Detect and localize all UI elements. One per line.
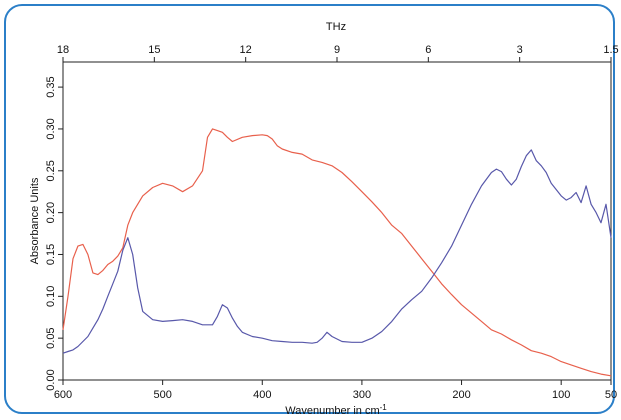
- top-tick-label: 12: [240, 44, 252, 56]
- y-tick-label: 0.35: [45, 76, 57, 97]
- x-tick-label: 600: [54, 389, 72, 401]
- y-tick-label: 0.10: [45, 286, 57, 307]
- x-tick-label: 400: [253, 389, 271, 401]
- x-tick-label: 50: [605, 389, 617, 401]
- top-tick-label: 15: [148, 44, 160, 56]
- top-tick-label: 6: [425, 44, 431, 56]
- bottom-axis: 600 500 400 300 200 100 50: [54, 380, 617, 401]
- x-tick-label: 200: [452, 389, 470, 401]
- y-tick-label: 0.00: [45, 369, 57, 390]
- top-axis: 18 15 12 9 6 3 1.5: [57, 44, 619, 62]
- top-axis-title: THz: [326, 21, 346, 33]
- series-line-2: [62, 149, 612, 354]
- top-tick-label: 3: [517, 44, 523, 56]
- series-line-1: [62, 128, 612, 377]
- y-tick-label: 0.20: [45, 202, 57, 223]
- y-tick-label: 0.25: [45, 160, 57, 181]
- top-tick-label: 18: [57, 44, 69, 56]
- x-tick-label: 300: [353, 389, 371, 401]
- y-tick-label: 0.30: [45, 118, 57, 139]
- top-tick-label: 9: [334, 44, 340, 56]
- series-layer: [62, 128, 612, 377]
- chart-frame: [4, 4, 615, 414]
- x-axis-title: Wavenumber in cm-1: [285, 403, 387, 417]
- x-axis-title-superscript: -1: [380, 403, 388, 412]
- plot-area: [62, 61, 612, 381]
- x-tick-label: 100: [552, 389, 570, 401]
- x-axis-title-text: Wavenumber in cm: [285, 405, 379, 417]
- left-axis: 0.00 0.05 0.10 0.15 0.20 0.25 0.30 0.35: [45, 76, 63, 391]
- y-tick-label: 0.15: [45, 244, 57, 265]
- top-tick-label: 1.5: [603, 44, 618, 56]
- x-tick-label: 500: [153, 389, 171, 401]
- y-axis-title: Absorbance Units: [29, 177, 41, 264]
- y-tick-label: 0.05: [45, 327, 57, 348]
